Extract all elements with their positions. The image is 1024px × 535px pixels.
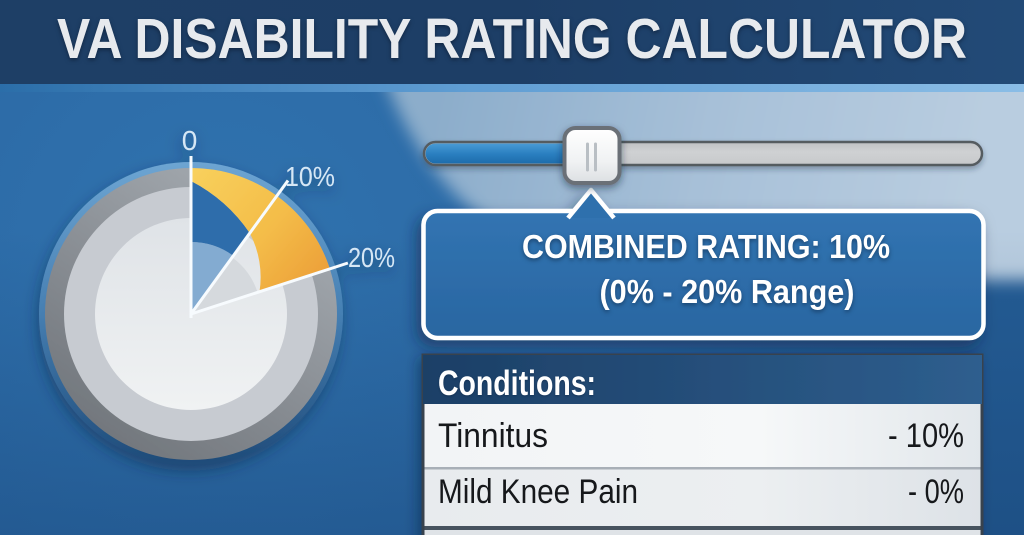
svg-text:- 10%: - 10% (888, 417, 964, 455)
svg-text:Mild Knee Pain: Mild Knee Pain (438, 473, 638, 511)
svg-text:20%: 20% (348, 242, 395, 273)
svg-text:COMBINED RATING: 10%: COMBINED RATING: 10% (522, 228, 890, 265)
svg-text:- 0%: - 0% (908, 473, 964, 511)
svg-text:VA DISABILITY RATING CALCULATO: VA DISABILITY RATING CALCULATOR (57, 7, 967, 71)
svg-text:Tinnitus: Tinnitus (438, 417, 548, 455)
svg-text:(0% - 20% Range): (0% - 20% Range) (600, 273, 855, 310)
svg-text:10%: 10% (285, 161, 335, 192)
svg-text:Conditions:: Conditions: (438, 364, 596, 403)
svg-text:0: 0 (182, 125, 198, 156)
